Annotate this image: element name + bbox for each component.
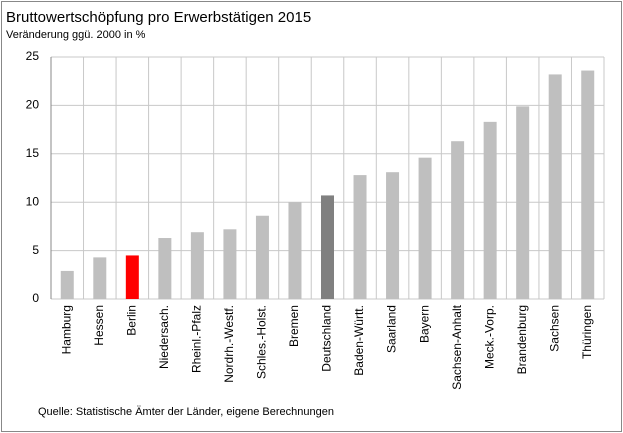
chart-subtitle: Veränderung ggü. 2000 in % xyxy=(6,29,146,41)
bar xyxy=(60,270,74,299)
bar xyxy=(223,229,237,299)
bar xyxy=(451,141,465,299)
x-tick-label: Baden-Württ. xyxy=(352,305,366,376)
bar xyxy=(158,238,172,299)
x-tick-label: Saarland xyxy=(385,305,399,353)
x-tick-label: Bremen xyxy=(287,305,301,347)
x-tick-label: Rheinl.-Pfalz xyxy=(190,305,204,373)
bar xyxy=(190,232,204,299)
chart-title: Bruttowertschöpfung pro Erwerbstätigen 2… xyxy=(6,9,311,26)
x-tick-label: Bayern xyxy=(417,305,431,343)
bar xyxy=(288,202,302,299)
x-tick-label: Niedersach. xyxy=(157,305,171,369)
y-tick-label: 5 xyxy=(32,243,39,257)
x-tick-label: Berlin xyxy=(124,305,138,336)
bar xyxy=(418,157,432,299)
y-tick-label: 0 xyxy=(32,291,39,305)
y-tick-label: 25 xyxy=(26,49,40,63)
bar xyxy=(255,215,269,299)
chart-source: Quelle: Statistische Ämter der Länder, e… xyxy=(38,406,334,418)
y-tick-label: 20 xyxy=(26,98,40,112)
bar xyxy=(125,255,139,299)
x-tick-label: Hessen xyxy=(92,305,106,346)
x-tick-label: Sachsen xyxy=(547,305,561,352)
y-tick-label: 15 xyxy=(26,146,40,160)
bar xyxy=(321,195,334,299)
x-tick-label: Brandenburg xyxy=(515,305,529,374)
bar xyxy=(516,106,530,299)
bar xyxy=(353,175,367,299)
bar xyxy=(483,121,497,299)
x-tick-label: Hamburg xyxy=(59,305,73,354)
bar xyxy=(386,172,400,299)
bar xyxy=(581,70,595,299)
x-tick-label: Thüringen xyxy=(580,305,594,359)
x-tick-label: Schles.-Holst. xyxy=(255,305,269,379)
bar xyxy=(548,74,562,299)
bar xyxy=(93,257,107,299)
x-tick-label: Meck.-Vorp. xyxy=(482,305,496,369)
y-tick-label: 10 xyxy=(26,194,40,208)
x-tick-label: Deutschland xyxy=(320,305,334,372)
x-tick-label: Sachsen-Anhalt xyxy=(450,304,464,389)
x-tick-label: Nordrh.-Westf. xyxy=(222,305,236,383)
